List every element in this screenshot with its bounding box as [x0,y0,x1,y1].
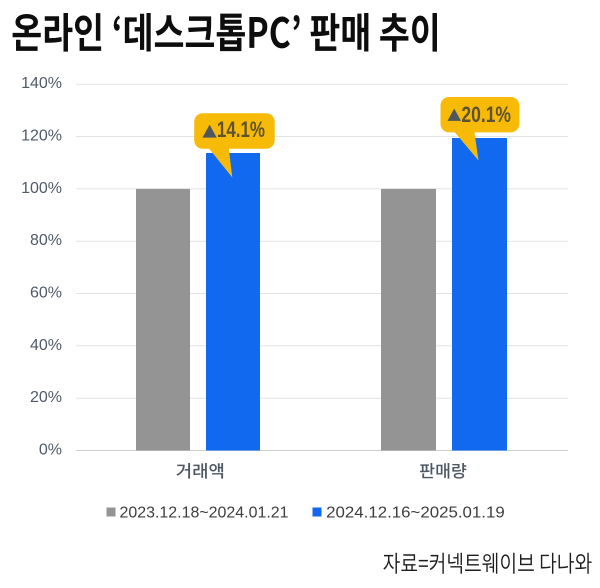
svg-text:120%: 120% [21,128,62,145]
svg-text:60%: 60% [30,285,62,302]
svg-text:2024.12.16~2025.01.19: 2024.12.16~2025.01.19 [326,504,505,521]
svg-text:80%: 80% [30,232,62,249]
svg-text:20%: 20% [30,389,62,406]
svg-text:40%: 40% [30,337,62,354]
svg-text:0%: 0% [39,442,62,459]
svg-text:2023.12.18~2024.01.21: 2023.12.18~2024.01.21 [120,504,289,521]
svg-text:140%: 140% [21,75,62,92]
svg-text:100%: 100% [21,180,62,197]
svg-text:20.1%: 20.1% [461,102,511,127]
svg-text:14.1%: 14.1% [217,117,265,142]
